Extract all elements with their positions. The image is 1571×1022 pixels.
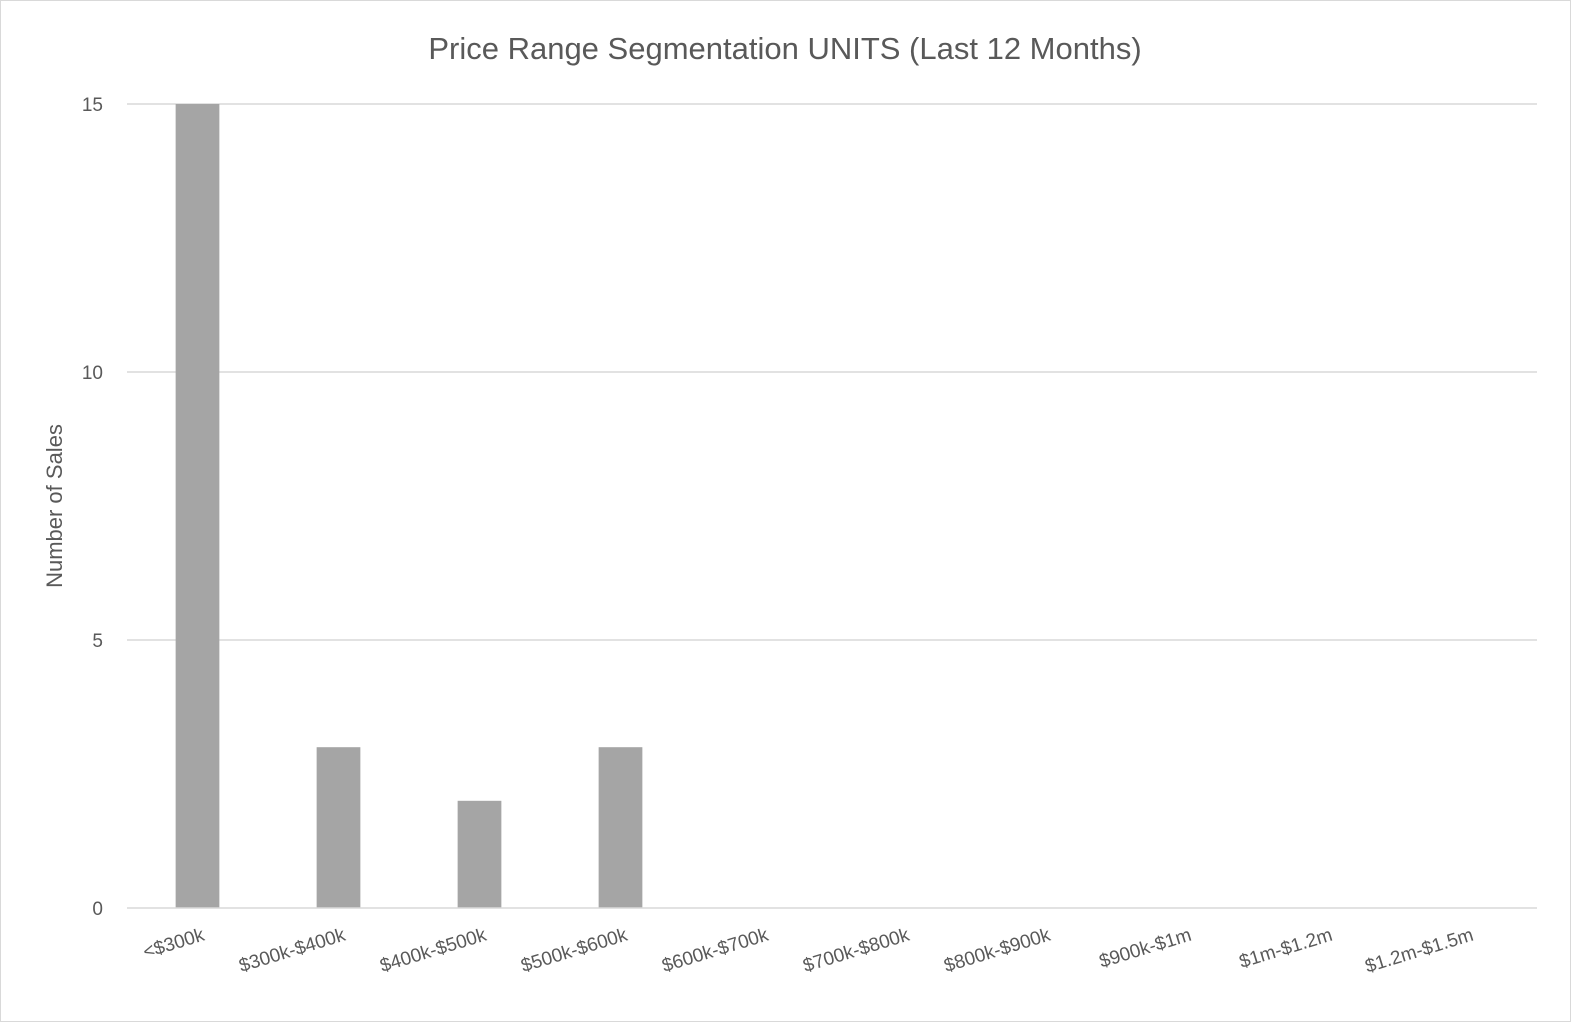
y-axis-label: Number of Sales bbox=[42, 424, 67, 588]
x-tick-label: <$300k bbox=[141, 925, 208, 964]
x-tick-label: $600k-$700k bbox=[660, 925, 772, 977]
x-tick-label: $700k-$800k bbox=[801, 925, 913, 977]
bar bbox=[457, 800, 502, 908]
x-tick-label: $300k-$400k bbox=[237, 925, 349, 977]
y-tick-label: 0 bbox=[92, 899, 103, 920]
x-tick-label: $1.2m-$1.5m bbox=[1363, 925, 1476, 978]
x-tick-label: $400k-$500k bbox=[378, 925, 490, 977]
bar bbox=[175, 104, 220, 908]
bars bbox=[175, 104, 643, 908]
x-axis-labels: <$300k $300k-$400k $400k-$500k $500k-$600k $… bbox=[141, 925, 1476, 978]
x-tick-label: $800k-$900k bbox=[942, 925, 1054, 977]
y-tick-label: 5 bbox=[92, 631, 103, 652]
x-tick-label: $500k-$600k bbox=[519, 925, 631, 977]
gridlines bbox=[127, 103, 1537, 641]
bar bbox=[598, 747, 643, 908]
bar bbox=[316, 747, 361, 908]
y-tick-label: 10 bbox=[82, 363, 103, 384]
x-tick-label: $900k-$1m bbox=[1097, 925, 1194, 973]
y-tick-label: 15 bbox=[82, 95, 103, 116]
y-axis-ticks: 0 5 10 15 bbox=[82, 95, 103, 920]
x-tick-label: $1m-$1.2m bbox=[1237, 925, 1335, 973]
chart-title: Price Range Segmentation UNITS (Last 12 … bbox=[428, 31, 1141, 66]
